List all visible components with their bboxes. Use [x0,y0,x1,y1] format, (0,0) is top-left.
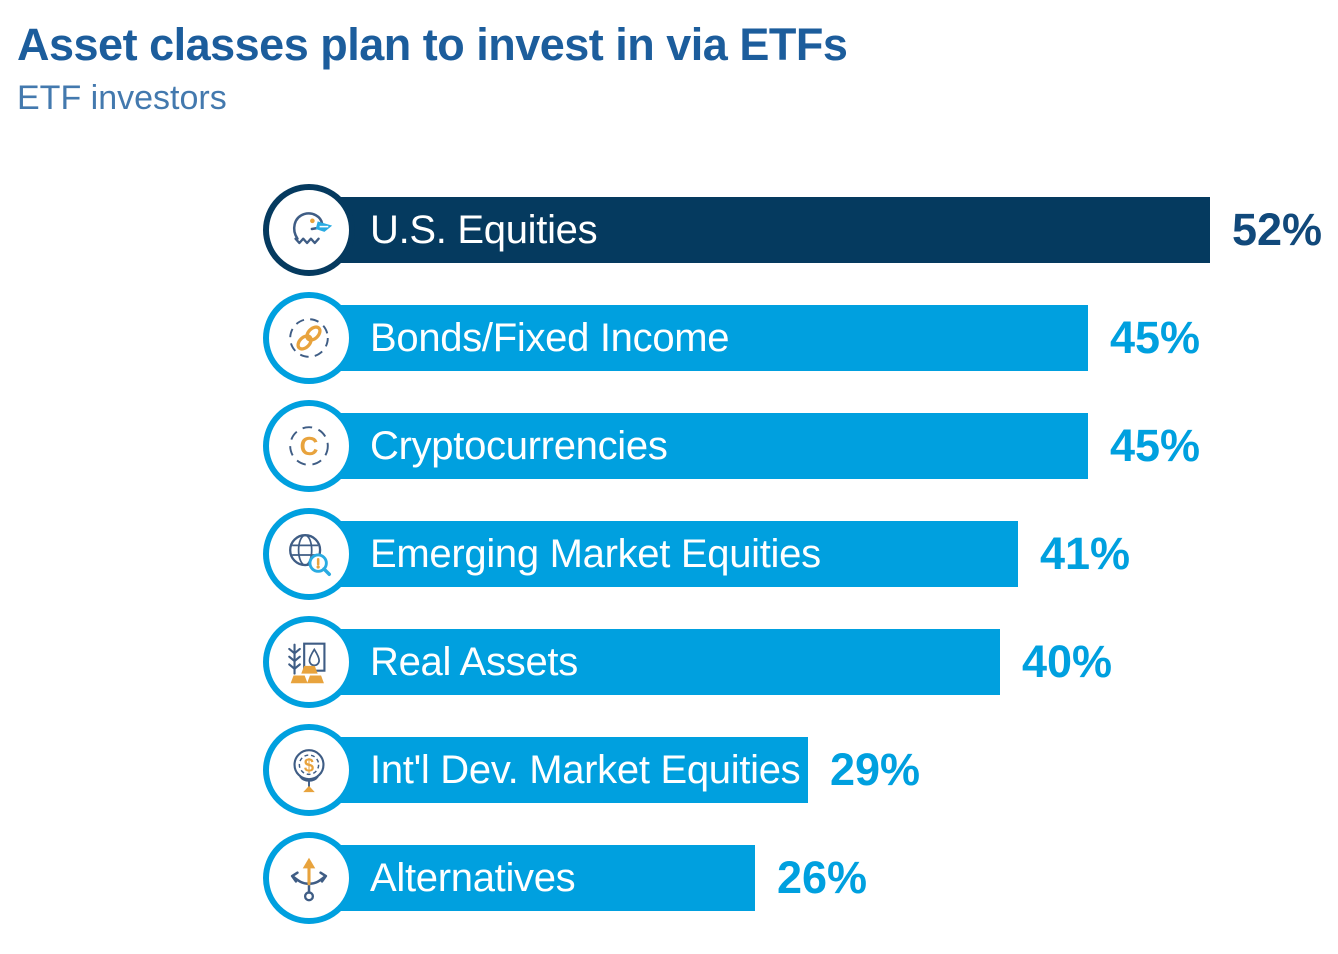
bar-category-label: Real Assets [370,639,578,684]
bar-value-label: 41% [1040,528,1131,580]
bar-row: U.S. Equities 52% [0,176,1338,284]
bar-row: Bonds/Fixed Income 45% [0,284,1338,392]
chart-subtitle: ETF investors [17,79,227,118]
bar-category-label: U.S. Equities [370,207,598,252]
eagle-icon [282,203,336,257]
bar-value-label: 40% [1022,636,1113,688]
bar-value-label: 52% [1232,204,1323,256]
bar-value-label: 29% [830,744,921,796]
eagle-icon-circle [263,184,355,277]
bar-row: Emerging Market Equities 41% [0,500,1338,608]
globe-stand-icon-circle: $ [263,724,355,817]
svg-text:C: C [300,432,319,462]
bar: Bonds/Fixed Income [300,305,1088,372]
bar-category-label: Alternatives [370,855,576,900]
bar-value-label: 45% [1110,420,1201,472]
horizontal-bar-chart: U.S. Equities 52% Bonds/Fixed Income 45%… [0,176,1338,932]
real-assets-icon [282,635,336,689]
crypto-coin-icon: C [282,419,336,473]
bar-value-label: 45% [1110,312,1201,364]
crypto-coin-icon-circle: C [263,400,355,493]
bar-row: Alternatives 26% [0,824,1338,932]
bar: Emerging Market Equities [300,521,1018,588]
globe-magnifier-icon [282,527,336,581]
globe-magnifier-icon-circle [263,508,355,601]
chart-title: Asset classes plan to invest in via ETFs [17,19,848,70]
bar: Alternatives [300,845,755,912]
globe-stand-icon: $ [282,743,336,797]
chain-link-icon [282,311,336,365]
bar-category-label: Int'l Dev. Market Equities [370,747,801,792]
bar: Cryptocurrencies [300,413,1088,480]
branching-arrows-icon [282,851,336,905]
chart-header: Asset classes plan to invest in via ETFs… [0,0,1338,118]
bar: U.S. Equities [300,197,1210,264]
bar-row: $ Int'l Dev. Market Equities 29% [0,716,1338,824]
bar-row: Real Assets 40% [0,608,1338,716]
bar-category-label: Cryptocurrencies [370,423,668,468]
branching-arrows-icon-circle [263,832,355,925]
bar: Real Assets [300,629,1000,696]
svg-text:$: $ [304,755,314,776]
chain-link-icon-circle [263,292,355,385]
bar-row: C Cryptocurrencies 45% [0,392,1338,500]
bar-category-label: Bonds/Fixed Income [370,315,730,360]
bar-value-label: 26% [777,852,868,904]
bar: Int'l Dev. Market Equities [300,737,808,804]
real-assets-icon-circle [263,616,355,709]
bar-category-label: Emerging Market Equities [370,531,821,576]
